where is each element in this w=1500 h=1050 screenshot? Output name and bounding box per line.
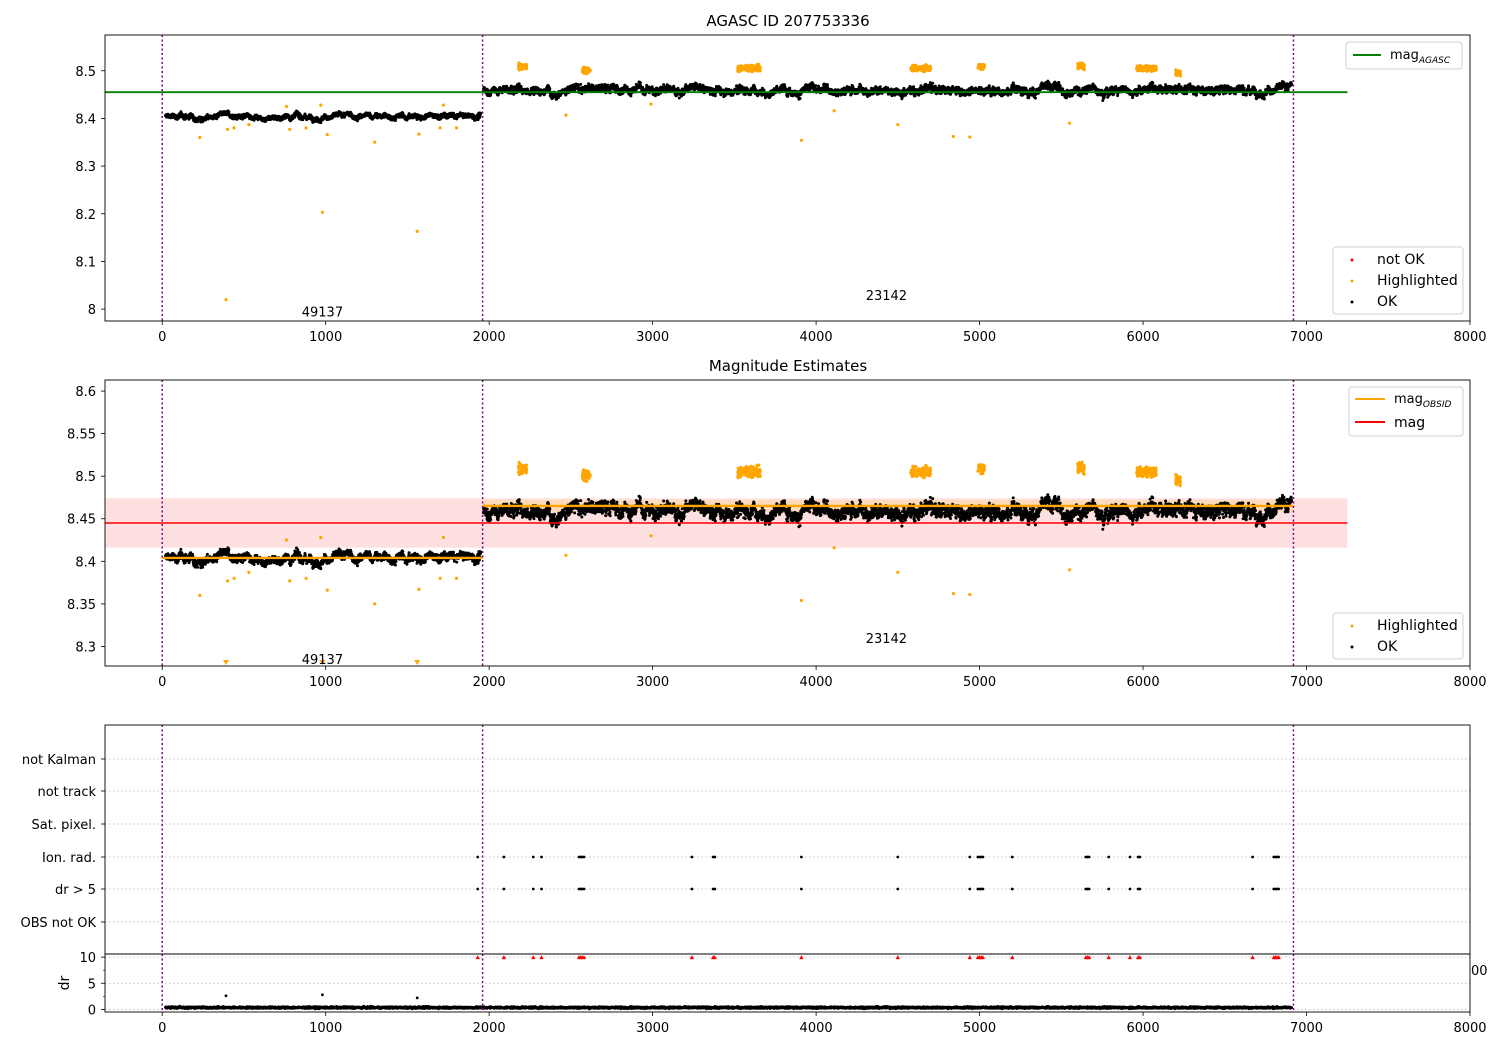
ok-point — [788, 86, 792, 90]
ok-point — [913, 94, 917, 98]
ok-point — [479, 111, 483, 115]
ok-point — [798, 97, 802, 100]
ok-point — [196, 120, 199, 124]
ok-point — [579, 82, 583, 86]
ok-point — [517, 82, 521, 86]
ok-point — [987, 84, 991, 88]
ok-point — [826, 83, 829, 87]
ok-point — [662, 83, 666, 87]
ok-point — [319, 121, 323, 125]
ok-point — [912, 85, 916, 89]
ok-point — [1061, 87, 1065, 91]
ok-point — [227, 110, 231, 114]
ok-point — [638, 81, 642, 85]
ok-point — [489, 93, 493, 97]
ok-point — [814, 84, 818, 88]
panel-agasc-title: AGASC ID 207753336 — [706, 12, 869, 30]
ok-point — [762, 88, 766, 92]
ok-point — [713, 94, 717, 98]
ok-point — [859, 83, 863, 87]
ok-point — [933, 84, 937, 88]
ok-point — [548, 87, 552, 91]
ok-point — [931, 81, 935, 85]
ok-point — [1033, 96, 1037, 100]
ok-point — [1032, 87, 1036, 91]
